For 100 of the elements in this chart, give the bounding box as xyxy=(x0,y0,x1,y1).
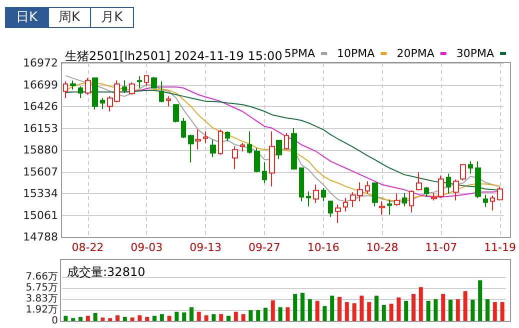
candlestick xyxy=(453,179,459,201)
candlestick xyxy=(100,97,105,110)
candlestick xyxy=(460,164,466,181)
bar xyxy=(418,287,423,321)
bar xyxy=(64,316,68,321)
bar xyxy=(441,294,446,321)
candlestick xyxy=(446,173,451,194)
x-tick-label: 10-28 xyxy=(366,241,398,254)
bar xyxy=(145,316,150,321)
bar xyxy=(138,315,142,321)
legend-label: 20PMA xyxy=(396,47,435,60)
bar xyxy=(492,302,497,321)
y-tick-label: 15061 xyxy=(23,208,58,222)
y-tick-label: 14788 xyxy=(23,230,58,244)
legend-label: 30PMA xyxy=(456,47,494,60)
bar xyxy=(93,312,98,321)
candlestick xyxy=(203,130,208,144)
candlestick xyxy=(181,117,186,138)
candlestick xyxy=(328,200,333,218)
candlestick xyxy=(70,80,76,90)
candlestick xyxy=(365,180,370,194)
candlestick xyxy=(151,76,157,90)
candlestick xyxy=(387,199,392,216)
text: 月K xyxy=(90,7,134,28)
y-tick-label: 7.66万 xyxy=(26,272,58,282)
candlestick xyxy=(475,160,481,199)
candlestick xyxy=(78,86,83,98)
y-tick-label: 16972 xyxy=(23,56,58,70)
bar xyxy=(367,302,372,321)
candlestick xyxy=(240,142,245,152)
candlestick xyxy=(438,175,444,199)
candlestick xyxy=(402,192,407,207)
candlestick xyxy=(468,160,473,174)
x-tick-label: 08-22 xyxy=(72,241,104,254)
y-tick-label: 15880 xyxy=(23,144,58,156)
bar xyxy=(241,314,246,321)
bar xyxy=(270,300,275,321)
candlestick xyxy=(335,204,341,224)
candlestick xyxy=(431,192,437,201)
bar xyxy=(448,300,452,321)
candlestick xyxy=(137,76,142,89)
candlestick xyxy=(306,190,311,207)
x-tick-label: 09-13 xyxy=(190,241,222,254)
bar xyxy=(160,314,164,321)
bar xyxy=(300,292,304,321)
bar xyxy=(71,318,76,321)
text: 周K xyxy=(48,7,92,28)
bar xyxy=(426,300,430,321)
bar xyxy=(389,304,394,321)
candlestick xyxy=(262,162,267,184)
candlestick xyxy=(483,194,488,208)
y-tick-label: 1.92万 xyxy=(26,304,58,316)
bar xyxy=(122,316,127,321)
candlestick xyxy=(321,188,326,202)
bar xyxy=(434,299,438,321)
candlestick xyxy=(497,186,503,201)
candlestick xyxy=(144,74,149,86)
candlestick xyxy=(159,80,164,103)
y-tick-label: 16699 xyxy=(23,78,58,92)
candlestick xyxy=(173,104,179,123)
candlestick xyxy=(299,167,304,202)
y-tick-label: 16153 xyxy=(23,122,58,135)
bar xyxy=(234,312,238,321)
bar xyxy=(344,302,349,321)
bar xyxy=(412,294,416,321)
chart-title: 生猪2501[lh2501] 2024-11-19 15:00 xyxy=(65,49,282,63)
bar xyxy=(286,307,290,321)
bar xyxy=(86,316,90,321)
y-tick-label: 15334 xyxy=(23,187,58,200)
bar xyxy=(116,315,120,321)
candlestick xyxy=(372,182,378,207)
bar xyxy=(190,307,194,321)
x-tick-label: 11-19 xyxy=(484,241,516,254)
bar xyxy=(212,314,216,321)
candlestick xyxy=(269,130,275,187)
candlestick xyxy=(122,80,127,94)
bar xyxy=(478,280,482,321)
bar xyxy=(226,316,230,321)
bar xyxy=(470,300,475,321)
candlestick xyxy=(343,198,348,212)
bar xyxy=(248,310,253,321)
x-tick-label: 09-03 xyxy=(130,241,163,254)
bar xyxy=(78,316,82,321)
candlestick xyxy=(232,146,238,170)
bar xyxy=(204,315,208,321)
candlestick xyxy=(254,148,260,173)
bar xyxy=(196,312,201,321)
candlestick xyxy=(490,195,495,211)
candlestick xyxy=(195,129,201,150)
bar xyxy=(108,318,112,321)
bar xyxy=(167,316,172,321)
candlestick xyxy=(247,130,252,154)
bar xyxy=(463,291,468,321)
x-tick-label: 09-27 xyxy=(248,241,280,254)
bar xyxy=(374,296,378,321)
text: 日K xyxy=(5,7,49,28)
x-tick-label: 10-16 xyxy=(307,241,340,254)
y-tick-label: 3.83万 xyxy=(26,294,58,304)
y-tick-label: 16426 xyxy=(23,100,58,113)
x-tick-label: 11-07 xyxy=(425,241,458,254)
